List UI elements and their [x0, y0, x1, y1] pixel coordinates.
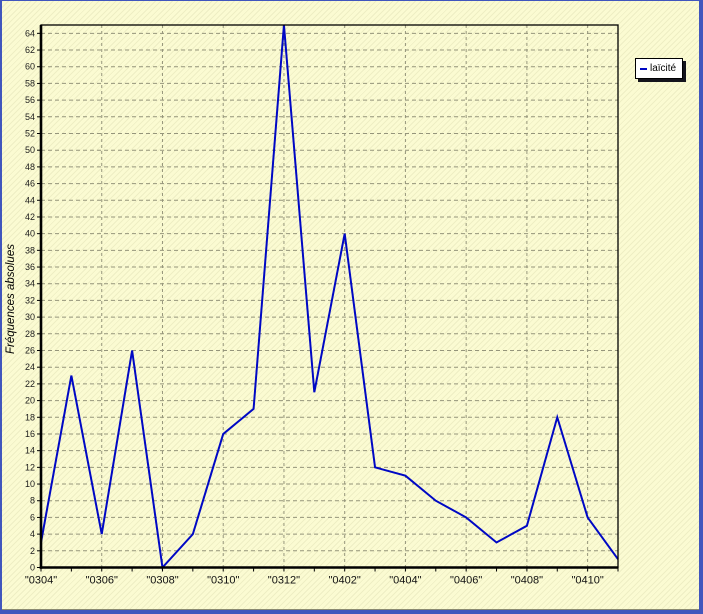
y-tick-label: 22	[25, 379, 35, 389]
y-tick-label: 64	[25, 28, 35, 38]
y-tick-label: 8	[30, 496, 35, 506]
y-tick-label: 34	[25, 279, 35, 289]
y-tick-label: 30	[25, 312, 35, 322]
axis-labels: 0246810121416182022242628303234363840424…	[25, 28, 604, 586]
frequency-line	[40, 24, 619, 570]
legend-line-marker-icon	[640, 67, 647, 70]
y-tick-label: 36	[25, 262, 35, 272]
y-tick-label: 16	[25, 429, 35, 439]
x-tick-label: "0308"	[146, 575, 178, 587]
y-tick-label: 54	[25, 112, 35, 122]
y-tick-label: 52	[25, 129, 35, 139]
x-tick-label: "0406"	[450, 575, 482, 587]
y-tick-label: 24	[25, 362, 35, 372]
y-tick-label: 18	[25, 412, 35, 422]
y-tick-label: 2	[30, 546, 35, 556]
y-tick-label: 38	[25, 245, 35, 255]
gridlines	[41, 25, 618, 568]
y-tick-label: 42	[25, 212, 35, 222]
axis-ticks	[37, 32, 619, 572]
y-tick-label: 46	[25, 179, 35, 189]
x-tick-label: "0402"	[329, 575, 361, 587]
y-tick-label: 6	[30, 512, 35, 522]
y-tick-label: 20	[25, 396, 35, 406]
y-tick-label: 44	[25, 195, 35, 205]
x-tick-label: "0408"	[511, 575, 543, 587]
y-tick-label: 10	[25, 479, 35, 489]
y-tick-label: 14	[25, 446, 35, 456]
x-tick-label: "0304"	[25, 575, 57, 587]
plot-frame	[39, 24, 619, 569]
y-tick-label: 28	[25, 329, 35, 339]
y-tick-label: 48	[25, 162, 35, 172]
legend: laïcité	[635, 58, 684, 79]
plot-border	[40, 24, 619, 569]
y-tick-label: 26	[25, 346, 35, 356]
x-tick-label: "0306"	[86, 575, 118, 587]
legend-label: laïcité	[650, 63, 677, 74]
y-tick-label: 50	[25, 145, 35, 155]
y-tick-label: 62	[25, 45, 35, 55]
x-tick-label: "0410"	[571, 575, 603, 587]
y-tick-label: 12	[25, 462, 35, 472]
y-tick-label: 0	[30, 563, 35, 573]
x-tick-label: "0404"	[389, 575, 421, 587]
x-tick-label: "0312"	[268, 575, 300, 587]
y-tick-label: 4	[30, 529, 35, 539]
y-tick-label: 32	[25, 295, 35, 305]
y-tick-label: 56	[25, 95, 35, 105]
y-tick-label: 40	[25, 229, 35, 239]
series-line	[40, 24, 619, 570]
y-axis-title: Fréquences absolues	[5, 244, 17, 354]
y-tick-label: 60	[25, 62, 35, 72]
x-tick-label: "0310"	[207, 575, 239, 587]
y-tick-label: 58	[25, 78, 35, 88]
